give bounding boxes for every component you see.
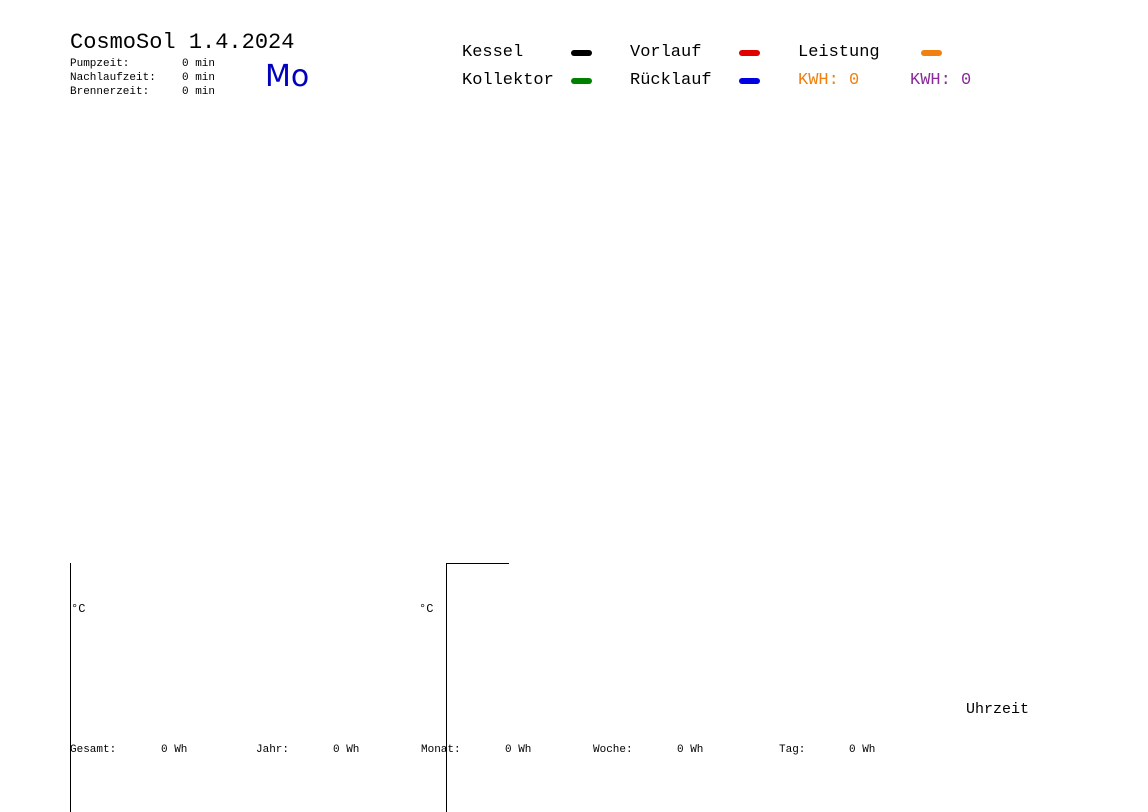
unit-label: °C: [419, 602, 434, 616]
total-label: Jahr:: [256, 744, 290, 756]
total-value: 0 Wh: [161, 744, 188, 756]
stat-value: 0 min: [182, 58, 216, 70]
legend-swatch: [571, 78, 592, 84]
stat-label: Pumpzeit:: [70, 58, 130, 70]
legend-label: Leistung: [798, 43, 880, 62]
axis-line: [446, 563, 509, 564]
total-value: 0 Wh: [677, 744, 704, 756]
stat-label: Brennerzeit:: [70, 86, 150, 98]
kwh: KWH: 0: [798, 71, 860, 90]
day: Mo: [265, 59, 310, 94]
axis-line: [70, 563, 71, 812]
legend-label: Vorlauf: [630, 43, 702, 62]
x-label: Uhrzeit: [966, 701, 1030, 718]
legend-swatch: [739, 50, 760, 56]
total-label: Monat:: [421, 744, 461, 756]
stat-label: Nachlaufzeit:: [70, 72, 156, 84]
kwh: KWH: 0: [910, 71, 972, 90]
legend-swatch: [921, 50, 942, 56]
total-label: Gesamt:: [70, 744, 117, 756]
legend-label: Kessel: [462, 43, 524, 62]
title: CosmoSol 1.4.2024: [70, 30, 295, 55]
legend-swatch: [571, 50, 592, 56]
total-value: 0 Wh: [333, 744, 360, 756]
total-label: Woche:: [593, 744, 633, 756]
legend-label: Rücklauf: [630, 71, 712, 90]
axis-line: [446, 563, 447, 812]
stat-value: 0 min: [182, 72, 216, 84]
total-label: Tag:: [779, 744, 806, 756]
legend-label: Kollektor: [462, 71, 554, 90]
stat-value: 0 min: [182, 86, 216, 98]
total-value: 0 Wh: [505, 744, 532, 756]
legend-swatch: [739, 78, 760, 84]
total-value: 0 Wh: [849, 744, 876, 756]
unit-label: °C: [71, 602, 86, 616]
